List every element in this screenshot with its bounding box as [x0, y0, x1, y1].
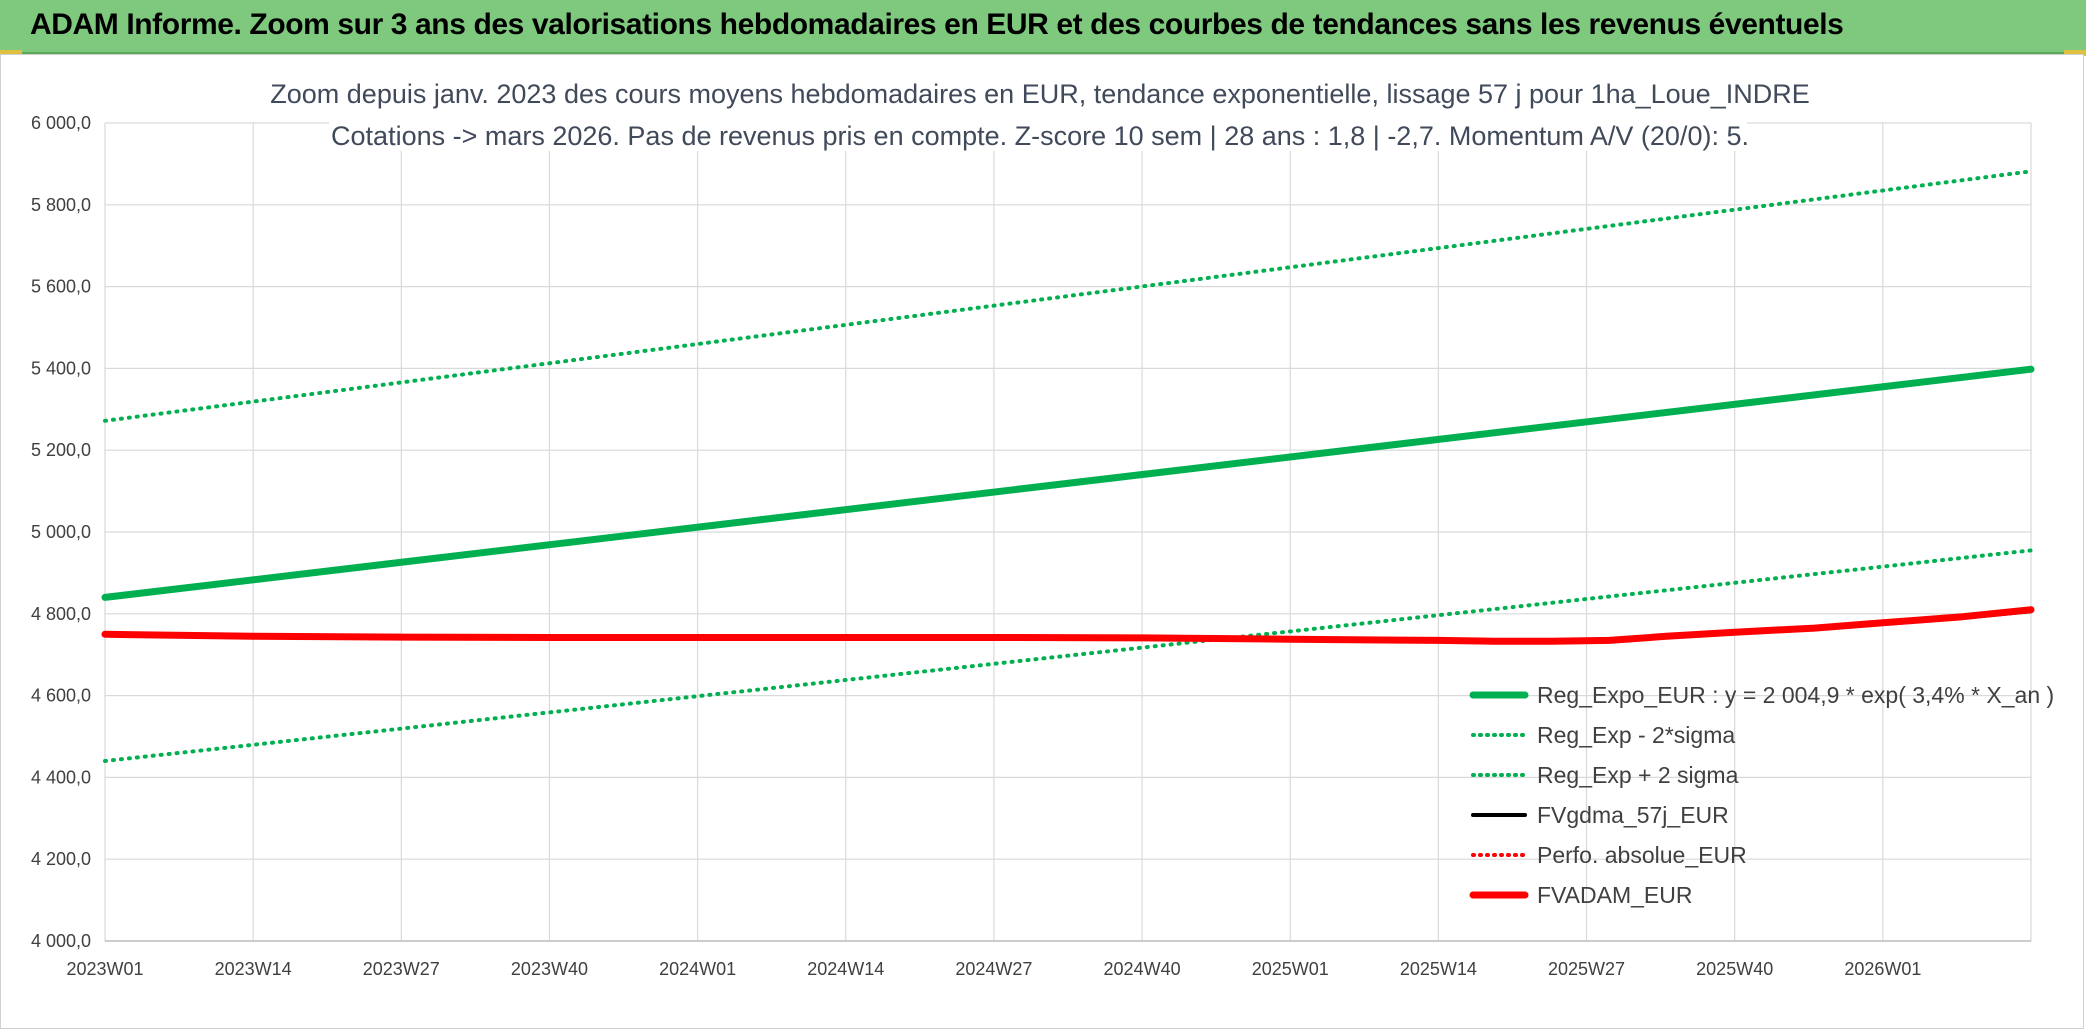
series-line-5 [101, 606, 2035, 645]
x-tick-label: 2023W14 [215, 959, 292, 979]
y-tick-label: 5 400,0 [31, 358, 91, 378]
y-tick-label: 5 800,0 [31, 195, 91, 215]
chart-svg: 4 000,0 4 200,0 4 400,0 4 600,0 4 800,0 5 000… [31, 75, 2054, 979]
series-line-2 [103, 169, 2033, 423]
y-tick-label: 6 000,0 [31, 113, 91, 133]
x-tick-label: 2024W40 [1104, 959, 1181, 979]
x-tick-label: 2026W01 [1844, 959, 1921, 979]
legend-label: Reg_Expo_EUR : y = 2 004,9 * exp( 3,4% *… [1537, 682, 2054, 708]
y-tick-label: 4 600,0 [31, 686, 91, 706]
header-accent-right [2064, 50, 2086, 56]
x-tick-label: 2023W40 [511, 959, 588, 979]
x-tick-label: 2024W27 [955, 959, 1032, 979]
axes: 4 000,0 4 200,0 4 400,0 4 600,0 4 800,0 5 000… [31, 113, 2031, 979]
x-tick-label: 2025W14 [1400, 959, 1477, 979]
report-title: ADAM Informe. Zoom sur 3 ans des valoris… [30, 8, 1844, 41]
y-tick-label: 5 600,0 [31, 277, 91, 297]
series-lines [101, 169, 2035, 763]
chart-area: 4 000,0 4 200,0 4 400,0 4 600,0 4 800,0 5 000… [0, 54, 2084, 1029]
x-tick-label: 2025W40 [1696, 959, 1773, 979]
x-tick-label: 2024W14 [807, 959, 884, 979]
x-tick-label: 2025W01 [1252, 959, 1329, 979]
x-tick-label: 2025W27 [1548, 959, 1625, 979]
legend-label: Reg_Exp - 2*sigma [1537, 722, 1735, 748]
y-tick-label: 5 200,0 [31, 440, 91, 460]
header-accent-left [0, 50, 22, 56]
y-tick-label: 4 200,0 [31, 849, 91, 869]
legend-label: Reg_Exp + 2 sigma [1537, 762, 1739, 788]
y-tick-label: 4 800,0 [31, 604, 91, 624]
y-tick-label: 4 400,0 [31, 767, 91, 787]
series-line-0 [101, 365, 2035, 601]
y-tick-label: 4 000,0 [31, 931, 91, 951]
legend-label: Perfo. absolue_EUR [1537, 842, 1747, 868]
report-header: ADAM Informe. Zoom sur 3 ans des valoris… [0, 0, 2086, 56]
legend-label: FVADAM_EUR [1537, 882, 1693, 908]
x-tick-label: 2024W01 [659, 959, 736, 979]
chart-title-line-2: Cotations -> mars 2026. Pas de revenus p… [331, 121, 1749, 151]
y-tick-label: 5 000,0 [31, 522, 91, 542]
x-tick-label: 2023W01 [66, 959, 143, 979]
chart-title-line-1: Zoom depuis janv. 2023 des cours moyens … [270, 79, 1809, 109]
chart-title-background [329, 75, 1747, 151]
gridlines [104, 122, 2032, 942]
x-tick-label: 2023W27 [363, 959, 440, 979]
legend-label: FVgdma_57j_EUR [1537, 802, 1729, 828]
series-line-1 [103, 548, 2033, 763]
chart-legend: Reg_Expo_EUR : y = 2 004,9 * exp( 3,4% *… [1469, 682, 2054, 908]
